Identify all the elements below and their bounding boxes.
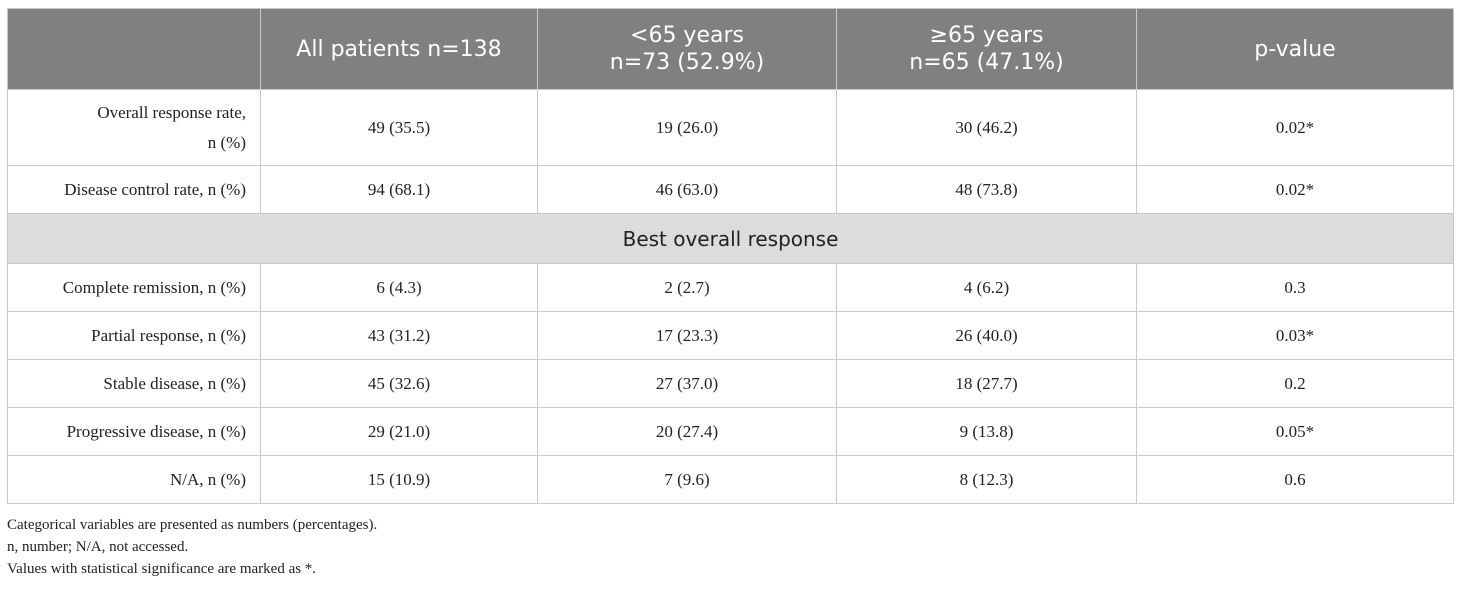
header-under-65-line2: n=73 (52.9%) xyxy=(609,50,765,75)
cell-under-65: 46 (63.0) xyxy=(537,165,837,214)
cell-p-value: 0.2 xyxy=(1136,359,1454,408)
table-footnotes: Categorical variables are presented as n… xyxy=(7,514,377,580)
cell-over-65: 4 (6.2) xyxy=(836,263,1137,312)
cell-all-patients: 15 (10.9) xyxy=(260,455,538,504)
table-row: N/A, n (%) 15 (10.9) 7 (9.6) 8 (12.3) 0.… xyxy=(7,455,1454,504)
cell-p-value: 0.6 xyxy=(1136,455,1454,504)
header-all-patients: All patients n=138 xyxy=(260,8,538,90)
section-title: Best overall response xyxy=(7,213,1454,264)
cell-p-value: 0.02* xyxy=(1136,165,1454,214)
row-label: Complete remission, n (%) xyxy=(7,263,261,312)
row-label-line1: Overall response rate, xyxy=(97,102,246,122)
cell-p-value: 0.3 xyxy=(1136,263,1454,312)
cell-over-65: 30 (46.2) xyxy=(836,89,1137,166)
header-over-65: ≥65 years n=65 (47.1%) xyxy=(836,8,1137,90)
table-body: Overall response rate, n (%) 49 (35.5) 1… xyxy=(7,89,1454,504)
header-row: All patients n=138 <65 years n=73 (52.9%… xyxy=(7,8,1454,90)
cell-under-65: 2 (2.7) xyxy=(537,263,837,312)
cell-p-value: 0.05* xyxy=(1136,407,1454,456)
cell-under-65: 19 (26.0) xyxy=(537,89,837,166)
cell-over-65: 18 (27.7) xyxy=(836,359,1137,408)
footnote: Categorical variables are presented as n… xyxy=(7,517,378,533)
cell-p-value: 0.03* xyxy=(1136,311,1454,360)
header-under-65: <65 years n=73 (52.9%) xyxy=(537,8,837,90)
cell-over-65: 8 (12.3) xyxy=(836,455,1137,504)
header-over-65-line1: ≥65 years xyxy=(929,23,1044,48)
header-over-65-line2: n=65 (47.1%) xyxy=(909,50,1064,75)
table-row: Partial response, n (%) 43 (31.2) 17 (23… xyxy=(7,311,1454,360)
cell-under-65: 20 (27.4) xyxy=(537,407,837,456)
cell-all-patients: 94 (68.1) xyxy=(260,165,538,214)
table-row: Progressive disease, n (%) 29 (21.0) 20 … xyxy=(7,407,1454,456)
table-header: All patients n=138 <65 years n=73 (52.9%… xyxy=(7,8,1454,90)
row-label: Overall response rate, n (%) xyxy=(7,89,261,166)
row-label: N/A, n (%) xyxy=(7,455,261,504)
header-cell-empty xyxy=(7,8,261,90)
table-row: Complete remission, n (%) 6 (4.3) 2 (2.7… xyxy=(7,263,1454,312)
row-label: Stable disease, n (%) xyxy=(7,359,261,408)
cell-under-65: 7 (9.6) xyxy=(537,455,837,504)
cell-p-value: 0.02* xyxy=(1136,89,1454,166)
row-label: Partial response, n (%) xyxy=(7,311,261,360)
cell-all-patients: 6 (4.3) xyxy=(260,263,538,312)
table-row: Disease control rate, n (%) 94 (68.1) 46… xyxy=(7,165,1454,214)
row-label: Disease control rate, n (%) xyxy=(7,165,261,214)
cell-under-65: 27 (37.0) xyxy=(537,359,837,408)
row-label: Progressive disease, n (%) xyxy=(7,407,261,456)
section-row: Best overall response xyxy=(7,213,1454,264)
cell-over-65: 26 (40.0) xyxy=(836,311,1137,360)
table-row: Stable disease, n (%) 45 (32.6) 27 (37.0… xyxy=(7,359,1454,408)
results-table: All patients n=138 <65 years n=73 (52.9%… xyxy=(7,8,1454,504)
cell-over-65: 9 (13.8) xyxy=(836,407,1137,456)
footnote: n, number; N/A, not accessed. xyxy=(7,539,189,555)
cell-all-patients: 43 (31.2) xyxy=(260,311,538,360)
header-under-65-line1: <65 years xyxy=(630,23,744,48)
cell-under-65: 17 (23.3) xyxy=(537,311,837,360)
cell-all-patients: 49 (35.5) xyxy=(260,89,538,166)
cell-all-patients: 45 (32.6) xyxy=(260,359,538,408)
cell-all-patients: 29 (21.0) xyxy=(260,407,538,456)
footnote: Values with statistical significance are… xyxy=(7,561,317,577)
cell-over-65: 48 (73.8) xyxy=(836,165,1137,214)
header-p-value: p-value xyxy=(1136,8,1454,90)
row-label-line2: n (%) xyxy=(207,132,246,152)
table-row: Overall response rate, n (%) 49 (35.5) 1… xyxy=(7,89,1454,166)
